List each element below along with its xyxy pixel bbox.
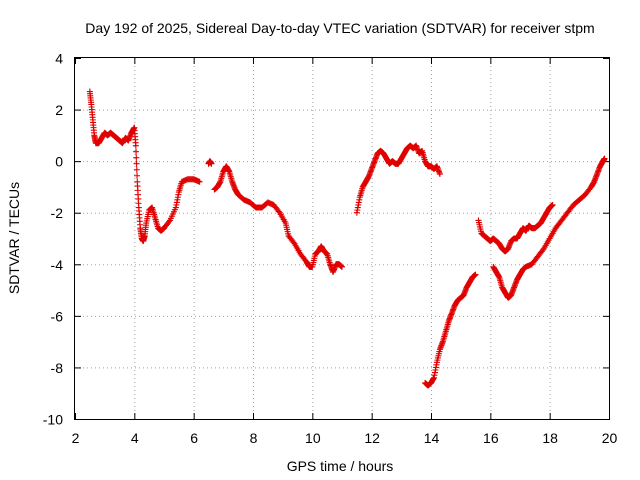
data-point [133, 148, 140, 155]
data-series [86, 88, 608, 389]
y-tick-label: -6 [51, 308, 64, 324]
y-tick-label: -2 [51, 205, 64, 221]
data-point [290, 239, 297, 246]
y-tick-label: -8 [51, 360, 64, 376]
data-point [133, 166, 140, 173]
y-tick-label: 4 [55, 51, 63, 67]
data-point [472, 271, 479, 278]
x-tick-label: 20 [602, 430, 618, 446]
grid [75, 58, 609, 419]
data-point [133, 160, 140, 167]
data-point [549, 201, 556, 208]
data-point [436, 171, 443, 178]
y-tick-label: 2 [55, 102, 63, 118]
data-point [208, 160, 215, 167]
data-point [165, 218, 172, 225]
data-point [275, 208, 282, 215]
x-tick-label: 10 [305, 430, 321, 446]
x-tick-label: 2 [72, 430, 80, 446]
data-point [134, 172, 141, 179]
data-point [539, 247, 546, 254]
x-tick-label: 4 [131, 430, 139, 446]
chart-title: Day 192 of 2025, Sidereal Day-to-day VTE… [85, 20, 594, 36]
y-tick-label: 0 [55, 154, 63, 170]
x-tick-label: 18 [542, 430, 558, 446]
x-tick-label: 8 [250, 430, 258, 446]
x-tick-label: 14 [424, 430, 440, 446]
y-axis-label: SDTVAR / TECUs [6, 182, 22, 294]
data-point [132, 142, 139, 149]
x-tick-label: 16 [483, 430, 499, 446]
y-tick-label: -10 [43, 412, 63, 428]
plot-frame [74, 57, 610, 420]
data-point [133, 154, 140, 161]
x-axis-label: GPS time / hours [287, 458, 394, 474]
data-point [601, 155, 608, 162]
y-tick-label: -4 [51, 257, 64, 273]
x-tick-label: 12 [364, 430, 380, 446]
data-point [339, 263, 345, 270]
data-point [196, 178, 203, 185]
x-tick-label: 6 [190, 430, 198, 446]
